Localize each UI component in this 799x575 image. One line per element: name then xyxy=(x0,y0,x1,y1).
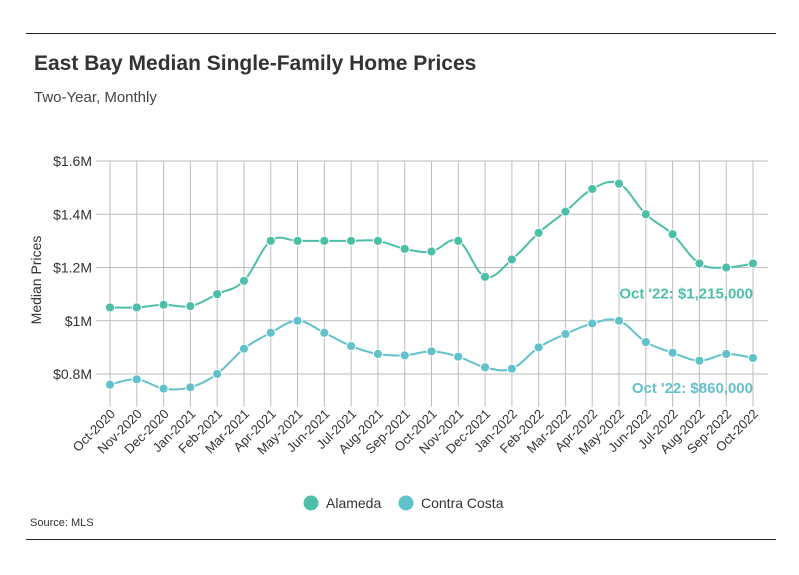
data-point xyxy=(104,302,116,313)
bottom-rule xyxy=(26,539,776,540)
data-point xyxy=(104,379,116,390)
data-point xyxy=(506,254,517,265)
legend-label: Contra Costa xyxy=(421,495,504,511)
data-point xyxy=(694,258,705,269)
data-point xyxy=(319,327,330,338)
data-point xyxy=(667,229,678,240)
chart-title: East Bay Median Single-Family Home Price… xyxy=(34,52,477,75)
y-tick-label: $1.2M xyxy=(53,260,92,276)
y-axis-label: Median Prices xyxy=(28,236,44,325)
data-point xyxy=(238,343,250,354)
data-point xyxy=(426,346,437,357)
data-point xyxy=(721,262,732,273)
data-point xyxy=(667,347,678,358)
legend-marker xyxy=(398,495,414,511)
data-point xyxy=(158,299,169,310)
data-point xyxy=(613,315,625,326)
data-point xyxy=(131,374,142,385)
end-annotation: Oct '22: $1,215,000 xyxy=(619,286,753,303)
data-point xyxy=(721,348,732,360)
data-point xyxy=(212,289,223,300)
end-annotation: Oct '22: $860,000 xyxy=(632,380,753,397)
legend-label: Alameda xyxy=(326,495,381,511)
data-point xyxy=(453,235,464,246)
data-point xyxy=(292,315,303,326)
source-note: Source: MLS xyxy=(30,517,94,529)
data-point xyxy=(212,368,223,380)
data-point xyxy=(399,243,410,254)
data-point xyxy=(479,271,491,282)
data-point xyxy=(131,302,142,313)
data-point xyxy=(587,183,598,195)
data-point xyxy=(560,206,571,217)
data-point xyxy=(533,342,544,353)
data-point xyxy=(185,382,196,393)
data-point xyxy=(185,301,196,312)
data-point xyxy=(158,383,169,394)
y-tick-label: $0.8M xyxy=(53,366,92,382)
data-point xyxy=(319,235,330,246)
data-point xyxy=(372,235,384,246)
data-point xyxy=(613,178,625,189)
y-tick-label: $1.4M xyxy=(53,206,92,222)
chart-subtitle: Two-Year, Monthly xyxy=(34,89,157,106)
data-point xyxy=(238,275,250,286)
top-rule xyxy=(26,33,776,34)
legend-marker xyxy=(303,495,319,511)
data-point xyxy=(747,352,759,364)
data-point xyxy=(453,351,464,362)
data-point xyxy=(265,327,276,338)
y-tick-label: $1.6M xyxy=(53,153,92,169)
data-point xyxy=(640,209,651,220)
data-point xyxy=(533,227,544,238)
data-point xyxy=(399,350,410,361)
data-point xyxy=(479,362,491,373)
y-tick-label: $1M xyxy=(65,313,92,329)
data-point xyxy=(560,328,571,340)
data-point xyxy=(747,258,759,269)
data-point xyxy=(587,318,598,329)
data-point xyxy=(292,235,303,246)
data-point xyxy=(346,340,357,352)
data-point xyxy=(265,235,276,246)
data-point xyxy=(694,355,705,366)
data-point xyxy=(346,235,357,246)
data-point xyxy=(372,348,384,360)
data-point xyxy=(426,246,437,257)
data-point xyxy=(640,336,651,348)
data-point xyxy=(506,363,517,374)
